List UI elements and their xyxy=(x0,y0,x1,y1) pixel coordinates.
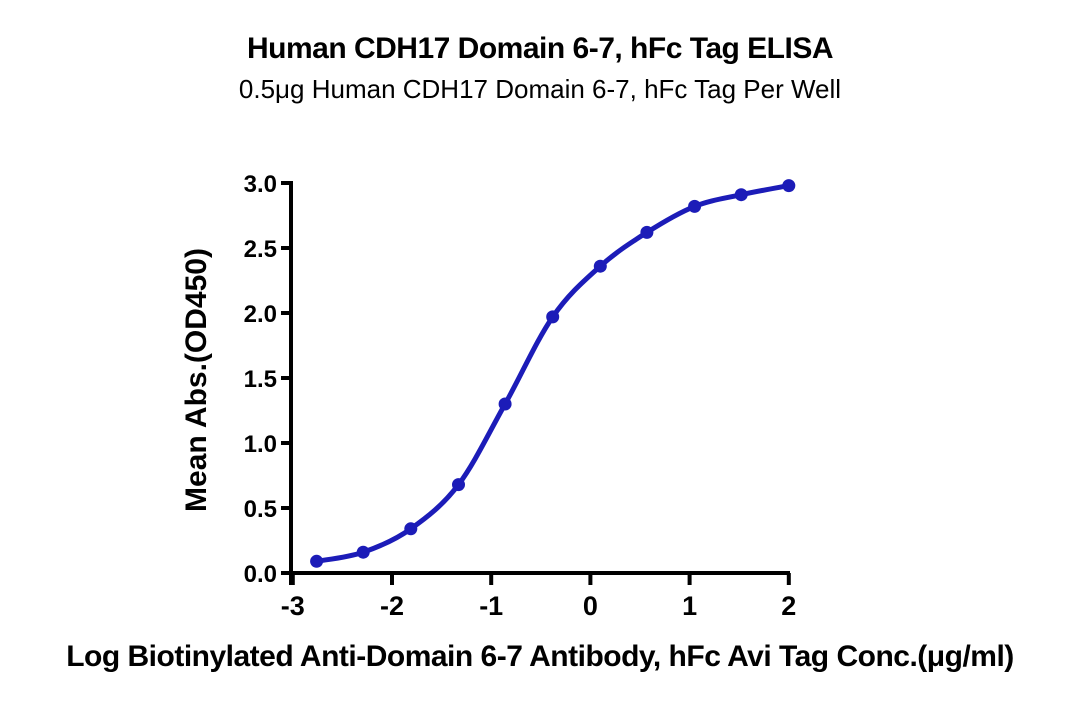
y-tick-label: 2.0 xyxy=(244,301,277,328)
chart-title: Human CDH17 Domain 6-7, hFc Tag ELISA xyxy=(246,32,834,65)
y-tick-label: 0.0 xyxy=(244,561,277,588)
x-tick-label: -3 xyxy=(281,591,305,621)
x-tick-label: -2 xyxy=(380,591,404,621)
y-tick-label: 1.0 xyxy=(244,431,277,458)
x-tick-label: 1 xyxy=(682,591,697,621)
data-point xyxy=(404,522,418,536)
y-tick-label: 0.5 xyxy=(244,496,277,523)
x-tick-label: -1 xyxy=(479,591,503,621)
x-tick-label: 0 xyxy=(583,591,598,621)
data-point xyxy=(782,179,796,193)
y-axis-title: Mean Abs.(OD450) xyxy=(180,248,213,512)
data-point xyxy=(593,259,607,273)
data-point xyxy=(310,554,324,568)
x-tick-label: 2 xyxy=(781,591,796,621)
chart-subtitle: 0.5μg Human CDH17 Domain 6-7, hFc Tag Pe… xyxy=(238,74,842,104)
y-tick-label: 2.5 xyxy=(244,236,277,263)
fit-curve xyxy=(314,183,792,564)
data-point xyxy=(640,225,654,239)
data-point xyxy=(498,397,512,411)
data-point xyxy=(452,478,465,492)
data-point xyxy=(546,310,560,324)
y-tick-label: 1.5 xyxy=(244,366,277,393)
data-point xyxy=(734,188,748,202)
data-point xyxy=(688,199,702,213)
x-axis-title: Log Biotinylated Anti-Domain 6-7 Antibod… xyxy=(66,640,1014,673)
data-point xyxy=(356,545,370,559)
y-tick-label: 3.0 xyxy=(244,171,277,198)
axis-frame xyxy=(289,181,790,585)
